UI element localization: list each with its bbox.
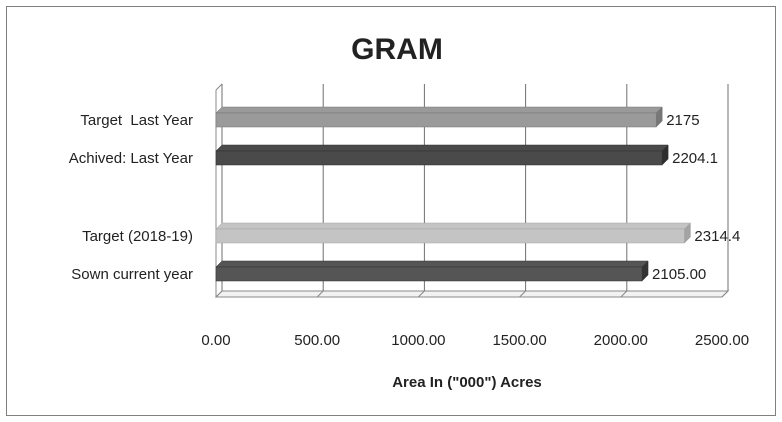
x-grid-floor-line bbox=[215, 290, 223, 298]
x-tick-label: 1000.00 bbox=[391, 332, 445, 349]
y-category-label: Sown current year bbox=[71, 266, 193, 283]
data-label: 2105.00 bbox=[652, 266, 706, 283]
chart-title: GRAM bbox=[351, 33, 443, 66]
bar-top bbox=[215, 260, 649, 268]
x-grid-floor-line bbox=[418, 290, 425, 298]
x-tick-label: 500.00 bbox=[294, 332, 340, 349]
bar-chart: GRAM 0.00 500.00 1000.00 1500.00 2000.00 2500… bbox=[69, 33, 749, 391]
bar bbox=[215, 228, 685, 244]
plot-floor bbox=[214, 290, 730, 298]
x-tick-label: 2000.00 bbox=[594, 332, 648, 349]
left-wall-top-edge bbox=[215, 83, 223, 91]
bar bbox=[215, 112, 657, 128]
x-grid-floor-line bbox=[519, 290, 526, 298]
bar bbox=[215, 266, 643, 282]
y-category-label: Target Last Year bbox=[80, 112, 193, 129]
x-tick-label: 2500.00 bbox=[695, 332, 749, 349]
bar bbox=[215, 150, 663, 166]
x-tick-label: 0.00 bbox=[201, 332, 230, 349]
bar-top bbox=[215, 144, 669, 152]
bar-top bbox=[215, 222, 692, 230]
x-axis-title: Area In ("000") Acres bbox=[392, 374, 542, 391]
chart-frame: GRAM 0.00 500.00 1000.00 1500.00 2000.00 2500… bbox=[6, 6, 776, 416]
x-grid-floor-line bbox=[721, 290, 729, 298]
y-category-label: Achived: Last Year bbox=[69, 150, 193, 167]
data-label: 2204.1 bbox=[672, 150, 718, 167]
data-label: 2314.4 bbox=[694, 228, 740, 245]
data-label: 2175 bbox=[666, 112, 699, 129]
x-grid-floor-line bbox=[316, 290, 324, 298]
x-grid-floor-line bbox=[620, 290, 628, 298]
bar-top bbox=[215, 106, 663, 114]
y-category-label: Target (2018-19) bbox=[82, 228, 193, 245]
x-tick-label: 1500.00 bbox=[492, 332, 546, 349]
plot-area: 0.00 500.00 1000.00 1500.00 2000.00 2500.00 Ta… bbox=[69, 83, 749, 349]
